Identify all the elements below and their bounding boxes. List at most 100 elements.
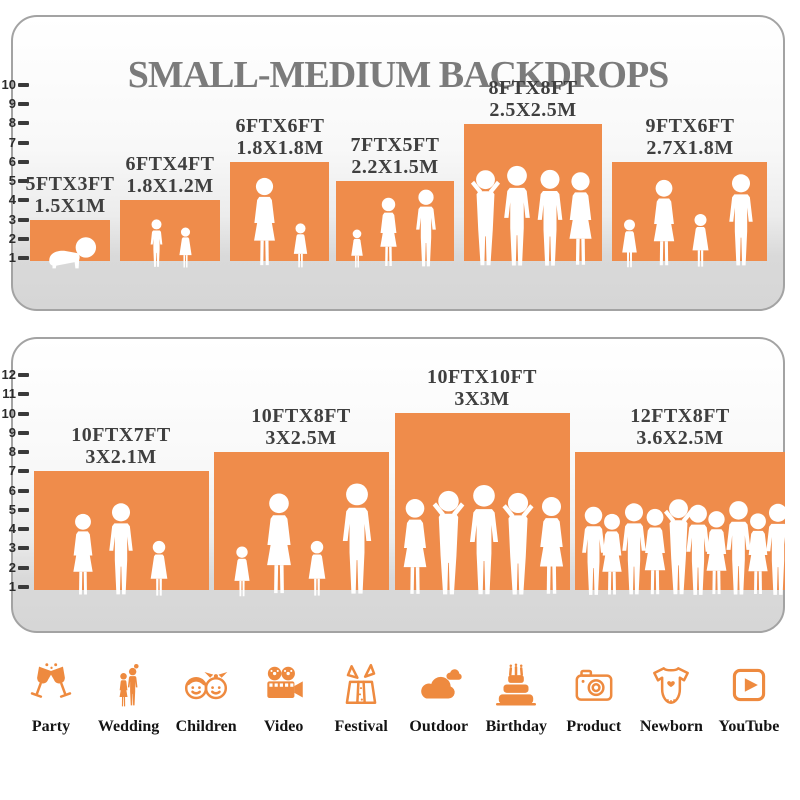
top-axis: 10 9 8 7 6 5 4 3 2 1 — [1, 77, 29, 266]
tick-mark — [18, 236, 29, 241]
people-silhouette-family — [351, 189, 436, 268]
axis-tick: 9 — [1, 96, 29, 112]
axis-tick: 12 — [1, 367, 29, 383]
axis-tick: 3 — [1, 212, 29, 228]
tick-label: 8 — [8, 115, 16, 131]
bottom-chart-panel: 12 11 10 9 8 7 6 5 4 3 2 1 10FTX7FT 3X2.1… — [2, 337, 785, 633]
axis-tick: 5 — [1, 173, 29, 189]
category-label: Outdoor — [409, 718, 469, 735]
people-silhouette-family — [234, 483, 372, 597]
bar-label: 10FTX10FT 3X3M — [426, 366, 538, 410]
tick-label: 1 — [8, 249, 16, 265]
axis-tick: 1 — [1, 250, 29, 266]
tick-label: 9 — [8, 96, 16, 112]
axis-tick: 7 — [1, 135, 29, 151]
bar-label: 6FTX6FT 1.8X1.8M — [235, 115, 325, 159]
axis-tick: 8 — [1, 444, 29, 460]
tick-label: 6 — [8, 482, 16, 498]
people-silhouette-family — [73, 503, 168, 596]
tick-label: 1 — [8, 578, 16, 594]
axis-tick: 11 — [1, 386, 29, 402]
product-icon — [575, 669, 613, 701]
tick-label: 6 — [8, 153, 16, 169]
category-label: Newborn — [639, 718, 703, 735]
people-silhouette-mother-child — [254, 177, 308, 268]
category-video: Video — [247, 660, 321, 736]
tick-mark — [18, 411, 29, 416]
bar-label: 7FTX5FT 2.2X1.5M — [350, 134, 440, 178]
video-icon — [266, 666, 303, 699]
axis-tick: 10 — [1, 77, 29, 93]
tick-mark — [18, 450, 29, 455]
tick-label: 7 — [8, 134, 16, 150]
top-chart-panel: SMALL-MEDIUM BACKDROPS 10 9 8 7 6 5 4 3 … — [2, 15, 785, 311]
axis-tick: 5 — [1, 502, 29, 518]
tick-mark — [18, 584, 29, 589]
bar-label: 6FTX4FT 1.8X1.2M — [125, 153, 215, 197]
axis-tick: 8 — [1, 115, 29, 131]
category-label: Wedding — [97, 718, 160, 735]
bar-label: 5FTX3FT 1.5X1M — [25, 173, 115, 217]
tick-mark — [18, 217, 29, 222]
axis-tick: 4 — [1, 192, 29, 208]
festival-icon — [345, 663, 377, 704]
people-silhouette-adults — [403, 484, 564, 595]
tick-label: 8 — [8, 444, 16, 460]
tick-mark — [18, 83, 29, 87]
category-wedding: Wedding — [92, 660, 166, 736]
tick-mark — [18, 373, 29, 377]
youtube-icon — [732, 668, 766, 702]
tick-label: 10 — [1, 77, 16, 92]
bar-label: 9FTX6FT 2.7X1.8M — [645, 115, 735, 159]
category-outdoor: Outdoor — [402, 660, 476, 736]
tick-mark — [18, 392, 29, 397]
tick-label: 5 — [8, 501, 16, 517]
tick-label: 9 — [8, 424, 16, 440]
birthday-icon — [496, 663, 537, 706]
tick-mark — [18, 488, 29, 493]
tick-label: 4 — [8, 521, 16, 537]
axis-tick: 6 — [1, 154, 29, 170]
tick-mark — [18, 565, 29, 570]
axis-tick: 7 — [1, 463, 29, 479]
backdrop-bar-6ftx4ft — [120, 200, 220, 261]
tick-mark — [18, 179, 29, 184]
tick-label: 3 — [8, 540, 16, 556]
bar-label: 10FTX8FT 3X2.5M — [251, 405, 351, 449]
tick-label: 12 — [1, 367, 16, 382]
bar-label: 12FTX8FT 3.6X2.5M — [630, 405, 730, 449]
people-silhouette-baby — [49, 237, 97, 269]
category-label: Party — [31, 718, 71, 735]
tick-mark — [18, 527, 29, 532]
category-label: Video — [263, 718, 304, 735]
tick-mark — [18, 430, 29, 435]
category-children: Children — [169, 660, 243, 736]
category-newborn: Newborn — [634, 660, 708, 736]
category-row: Party Wedding Children — [14, 660, 786, 736]
tick-mark — [18, 507, 29, 512]
axis-tick: 1 — [1, 579, 29, 595]
bottom-axis: 12 11 10 9 8 7 6 5 4 3 2 1 — [1, 367, 29, 595]
axis-tick: 4 — [1, 521, 29, 537]
tick-label: 7 — [8, 463, 16, 479]
category-festival: Festival — [324, 660, 398, 736]
people-silhouette-group — [582, 499, 785, 595]
people-silhouette-adults — [470, 165, 592, 266]
tick-mark — [18, 121, 29, 126]
people-silhouette-children — [150, 219, 192, 268]
tick-mark — [18, 102, 29, 107]
category-label: Children — [175, 718, 237, 735]
category-youtube: YouTube — [712, 660, 786, 736]
category-label: Festival — [334, 718, 388, 735]
category-label: YouTube — [718, 718, 780, 735]
tick-mark — [18, 198, 29, 203]
tick-mark — [18, 469, 29, 474]
category-label: Birthday — [485, 718, 547, 735]
category-product: Product — [557, 660, 631, 736]
axis-tick: 3 — [1, 540, 29, 556]
children-icon — [185, 671, 228, 700]
axis-tick: 2 — [1, 231, 29, 247]
axis-tick: 9 — [1, 425, 29, 441]
tick-mark — [18, 140, 29, 145]
